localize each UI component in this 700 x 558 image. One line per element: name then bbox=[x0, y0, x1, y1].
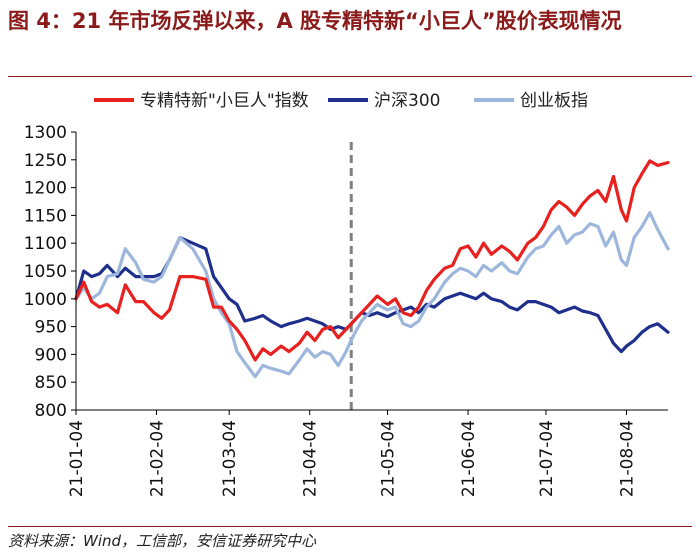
y-tick-label: 950 bbox=[35, 318, 67, 338]
x-tick-label: 21-06-04 bbox=[459, 420, 479, 497]
figure-title: 图 4：21 年市场反弹以来，A 股专精特新“小巨人”股价表现情况 bbox=[8, 9, 622, 33]
y-tick-label: 1300 bbox=[24, 123, 67, 143]
series-line-1 bbox=[74, 236, 670, 354]
legend-label-0: 专精特新"小巨人"指数 bbox=[140, 91, 309, 111]
line-chart: 专精特新"小巨人"指数 沪深300 创业板指 800 850 900 950 1000 105… bbox=[24, 91, 670, 497]
y-tick-label: 1150 bbox=[24, 206, 67, 226]
y-tick-label: 850 bbox=[35, 373, 67, 393]
chart-legend: 专精特新"小巨人"指数 沪深300 创业板指 bbox=[94, 91, 588, 111]
y-tick-label: 1250 bbox=[24, 151, 67, 171]
source-divider bbox=[8, 526, 692, 527]
x-tick-label: 21-07-04 bbox=[537, 420, 557, 497]
legend-label-1: 沪深300 bbox=[374, 91, 440, 111]
x-tick-label: 21-02-04 bbox=[147, 420, 167, 497]
x-tick-label: 21-08-04 bbox=[617, 420, 637, 497]
y-tick-label: 1000 bbox=[24, 290, 67, 310]
x-tick-label: 21-05-04 bbox=[379, 420, 399, 497]
y-tick-label: 1050 bbox=[24, 262, 67, 282]
x-tick-label: 21-01-04 bbox=[67, 420, 87, 497]
source-note: 资料来源：Wind，工信部，安信证券研究中心 bbox=[8, 532, 317, 550]
series-line-0 bbox=[74, 159, 670, 362]
y-tick-label: 800 bbox=[35, 401, 67, 421]
y-tick-label: 900 bbox=[35, 345, 67, 365]
x-tick-label: 21-03-04 bbox=[220, 420, 240, 497]
x-tick-label: 21-04-04 bbox=[301, 420, 321, 497]
y-tick-label: 1100 bbox=[24, 234, 67, 254]
series-line-2 bbox=[74, 211, 670, 379]
legend-label-2: 创业板指 bbox=[520, 91, 588, 111]
y-tick-label: 1200 bbox=[24, 179, 67, 199]
title-divider bbox=[8, 76, 692, 77]
